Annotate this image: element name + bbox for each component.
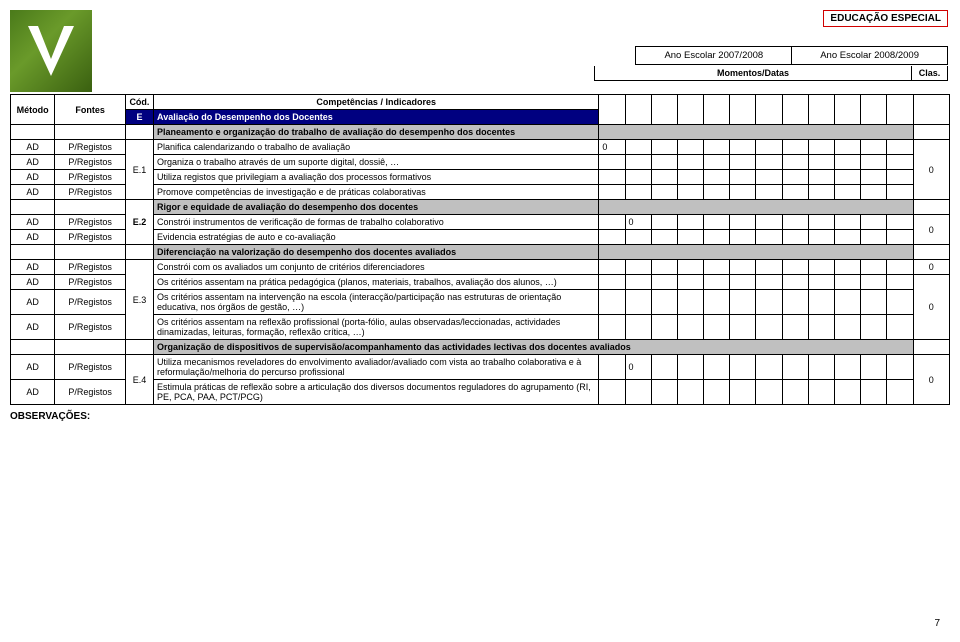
cell-fontes: P/Registos: [55, 140, 126, 155]
cell-metodo: AD: [11, 260, 55, 275]
clas-g2: 0: [913, 215, 949, 245]
th-cod: Cód.: [125, 95, 153, 110]
th-competencias: Competências / Indicadores: [154, 95, 599, 110]
cell-cod-e1: E.1: [125, 140, 153, 200]
page-number: 7: [934, 618, 940, 629]
cell-metodo: AD: [11, 290, 55, 315]
evaluation-table: Método Fontes Cód. Competências / Indica…: [10, 94, 950, 405]
cell-fontes: P/Registos: [55, 155, 126, 170]
cell-desc: Os critérios assentam na intervenção na …: [154, 290, 599, 315]
cell-desc: Estimula práticas de reflexão sobre a ar…: [154, 380, 599, 405]
cell-desc: Os critérios assentam na reflexão profis…: [154, 315, 599, 340]
logo: [10, 10, 92, 92]
cell-fontes: P/Registos: [55, 170, 126, 185]
cell-desc: Os critérios assentam na prática pedagóg…: [154, 275, 599, 290]
cell-metodo: AD: [11, 380, 55, 405]
cell-fontes: P/Registos: [55, 275, 126, 290]
cell-desc: Promove competências de investigação e d…: [154, 185, 599, 200]
observacoes-label: OBSERVAÇÕES:: [10, 411, 950, 422]
cell-val: 0: [625, 215, 651, 230]
cell-fontes: P/Registos: [55, 185, 126, 200]
cell-cod-e4: E.4: [125, 355, 153, 405]
cell-desc: Constrói instrumentos de verificação de …: [154, 215, 599, 230]
cell-fontes: P/Registos: [55, 315, 126, 340]
cell-fontes: P/Registos: [55, 355, 126, 380]
clas-row: 0: [913, 260, 949, 275]
cell-desc: Constrói com os avaliados um conjunto de…: [154, 260, 599, 275]
cell-fontes: P/Registos: [55, 380, 126, 405]
cell-metodo: AD: [11, 215, 55, 230]
th-fontes: Fontes: [55, 95, 126, 125]
sub2: Rigor e equidade de avaliação do desempe…: [154, 200, 599, 215]
cell-fontes: P/Registos: [55, 215, 126, 230]
cell-val: 0: [599, 140, 625, 155]
sub1: Planeamento e organização do trabalho de…: [154, 125, 599, 140]
cell-desc: Utiliza registos que privilegiam a avali…: [154, 170, 599, 185]
cell-fontes: P/Registos: [55, 260, 126, 275]
cell-metodo: AD: [11, 185, 55, 200]
cell-cod-e2: E.2: [125, 200, 153, 245]
cell-metodo: AD: [11, 275, 55, 290]
cell-desc: Utiliza mecanismos reveladores do envolv…: [154, 355, 599, 380]
cell-fontes: P/Registos: [55, 230, 126, 245]
cell-desc: Organiza o trabalho através de um suport…: [154, 155, 599, 170]
cell-metodo: AD: [11, 170, 55, 185]
year-boxes: Ano Escolar 2007/2008 Ano Escolar 2008/2…: [635, 46, 948, 65]
clas-g4: 0: [913, 355, 949, 405]
code-E: E: [125, 110, 153, 125]
cell-metodo: AD: [11, 140, 55, 155]
cell-metodo: AD: [11, 155, 55, 170]
cell-metodo: AD: [11, 355, 55, 380]
section-E-title: Avaliação do Desempenho dos Docentes: [154, 110, 599, 125]
cell-metodo: AD: [11, 315, 55, 340]
cell-metodo: AD: [11, 230, 55, 245]
clas-g3: 0: [913, 275, 949, 340]
badge-educacao-especial: EDUCAÇÃO ESPECIAL: [823, 10, 948, 27]
th-metodo: Método: [11, 95, 55, 125]
cell-fontes: P/Registos: [55, 290, 126, 315]
sub4: Organização de dispositivos de supervisã…: [154, 340, 914, 355]
cell-val: 0: [625, 355, 651, 380]
cell-desc: Evidencia estratégias de auto e co-avali…: [154, 230, 599, 245]
year-2007-2008: Ano Escolar 2007/2008: [635, 46, 792, 65]
cell-desc: Planifica calendarizando o trabalho de a…: [154, 140, 599, 155]
clas-header: Clas.: [912, 66, 948, 81]
momentos-datas-label: Momentos/Datas: [594, 66, 912, 81]
sub3: Diferenciação na valorização do desempen…: [154, 245, 599, 260]
cell-cod-e3: E.3: [125, 260, 153, 340]
clas-g1: 0: [913, 140, 949, 200]
year-2008-2009: Ano Escolar 2008/2009: [792, 46, 948, 65]
